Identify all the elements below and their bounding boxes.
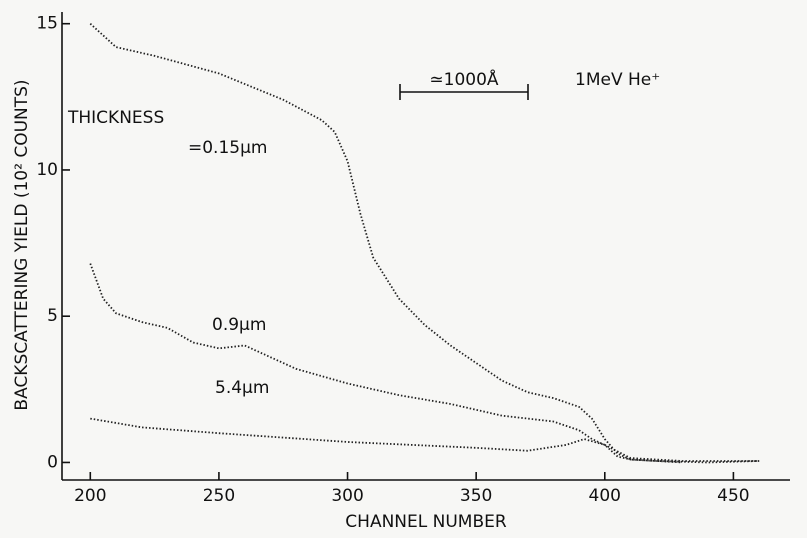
scale-bar (399, 84, 529, 100)
x-tick-label: 300 (331, 486, 363, 506)
series-label: =0.15µm (188, 138, 267, 158)
y-tick-label: 0 (47, 452, 58, 472)
series-label: 0.9µm (212, 315, 266, 335)
y-axis-label: BACKSCATTERING YIELD (10² COUNTS) (12, 79, 32, 410)
series-line (90, 417, 760, 462)
x-tick-label: 200 (74, 486, 106, 506)
y-tick-label: 15 (36, 14, 58, 34)
y-tick-label: 5 (47, 306, 58, 326)
y-tick-label: 10 (36, 160, 58, 180)
x-tick-label: 400 (589, 486, 621, 506)
series-line (89, 263, 683, 464)
x-tick-label: 450 (717, 486, 749, 506)
annotation: THICKNESS (67, 108, 164, 128)
series-label: 5.4µm (215, 378, 269, 398)
x-tick-label: 250 (203, 486, 235, 506)
x-tick-label: 350 (460, 486, 492, 506)
x-axis-label: CHANNEL NUMBER (345, 512, 507, 532)
annotation: ≃1000Å (429, 68, 499, 90)
annotation: 1MeV He⁺ (575, 70, 660, 90)
series-line (89, 23, 760, 464)
